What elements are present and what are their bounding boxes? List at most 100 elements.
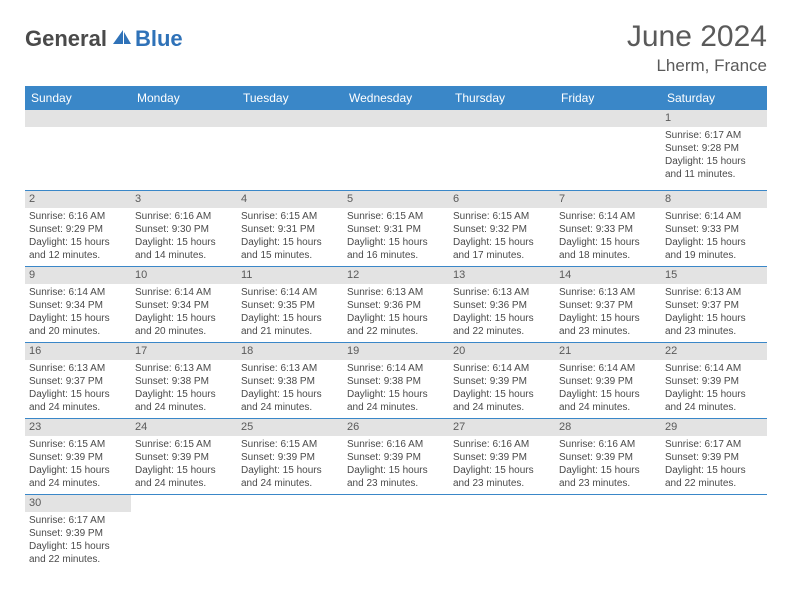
day-number: 10	[131, 267, 237, 284]
day-details: Sunrise: 6:16 AMSunset: 9:29 PMDaylight:…	[25, 208, 131, 264]
calendar-cell: 26Sunrise: 6:16 AMSunset: 9:39 PMDayligh…	[343, 418, 449, 494]
calendar-cell: 1Sunrise: 6:17 AMSunset: 9:28 PMDaylight…	[661, 110, 767, 190]
day-details: Sunrise: 6:14 AMSunset: 9:35 PMDaylight:…	[237, 284, 343, 340]
sunset-text: Sunset: 9:39 PM	[453, 451, 551, 464]
daylight-text: Daylight: 15 hours and 21 minutes.	[241, 312, 339, 338]
day-details: Sunrise: 6:14 AMSunset: 9:34 PMDaylight:…	[25, 284, 131, 340]
sunrise-text: Sunrise: 6:14 AM	[559, 210, 657, 223]
sunset-text: Sunset: 9:38 PM	[347, 375, 445, 388]
day-details: Sunrise: 6:13 AMSunset: 9:36 PMDaylight:…	[449, 284, 555, 340]
sunrise-text: Sunrise: 6:15 AM	[241, 210, 339, 223]
calendar-cell	[237, 494, 343, 570]
calendar-cell: 13Sunrise: 6:13 AMSunset: 9:36 PMDayligh…	[449, 266, 555, 342]
sunrise-text: Sunrise: 6:15 AM	[135, 438, 233, 451]
sunset-text: Sunset: 9:39 PM	[453, 375, 551, 388]
calendar-cell: 9Sunrise: 6:14 AMSunset: 9:34 PMDaylight…	[25, 266, 131, 342]
sunrise-text: Sunrise: 6:15 AM	[347, 210, 445, 223]
day-number: 7	[555, 191, 661, 208]
sunset-text: Sunset: 9:35 PM	[241, 299, 339, 312]
sunset-text: Sunset: 9:33 PM	[559, 223, 657, 236]
sunrise-text: Sunrise: 6:13 AM	[453, 286, 551, 299]
sunrise-text: Sunrise: 6:14 AM	[29, 286, 127, 299]
day-number: 4	[237, 191, 343, 208]
day-number: 9	[25, 267, 131, 284]
day-number: 13	[449, 267, 555, 284]
day-header: Saturday	[661, 86, 767, 110]
sunset-text: Sunset: 9:33 PM	[665, 223, 763, 236]
day-details: Sunrise: 6:16 AMSunset: 9:39 PMDaylight:…	[343, 436, 449, 492]
calendar-cell: 30Sunrise: 6:17 AMSunset: 9:39 PMDayligh…	[25, 494, 131, 570]
calendar-cell: 12Sunrise: 6:13 AMSunset: 9:36 PMDayligh…	[343, 266, 449, 342]
calendar-table: Sunday Monday Tuesday Wednesday Thursday…	[25, 86, 767, 570]
daylight-text: Daylight: 15 hours and 19 minutes.	[665, 236, 763, 262]
sunrise-text: Sunrise: 6:16 AM	[347, 438, 445, 451]
calendar-cell: 24Sunrise: 6:15 AMSunset: 9:39 PMDayligh…	[131, 418, 237, 494]
day-details: Sunrise: 6:13 AMSunset: 9:37 PMDaylight:…	[661, 284, 767, 340]
daylight-text: Daylight: 15 hours and 24 minutes.	[665, 388, 763, 414]
daylight-text: Daylight: 15 hours and 14 minutes.	[135, 236, 233, 262]
sunrise-text: Sunrise: 6:13 AM	[135, 362, 233, 375]
calendar-week-row: 30Sunrise: 6:17 AMSunset: 9:39 PMDayligh…	[25, 494, 767, 570]
day-header: Sunday	[25, 86, 131, 110]
day-number: 11	[237, 267, 343, 284]
day-details: Sunrise: 6:14 AMSunset: 9:34 PMDaylight:…	[131, 284, 237, 340]
calendar-cell	[131, 494, 237, 570]
title-block: June 2024 Lherm, France	[627, 20, 767, 76]
calendar-cell	[343, 110, 449, 190]
day-number: 6	[449, 191, 555, 208]
sunset-text: Sunset: 9:32 PM	[453, 223, 551, 236]
daylight-text: Daylight: 15 hours and 24 minutes.	[241, 464, 339, 490]
empty-day-bar	[343, 110, 449, 127]
sunrise-text: Sunrise: 6:16 AM	[559, 438, 657, 451]
empty-day-bar	[449, 110, 555, 127]
day-number: 16	[25, 343, 131, 360]
day-header-row: Sunday Monday Tuesday Wednesday Thursday…	[25, 86, 767, 110]
calendar-cell: 27Sunrise: 6:16 AMSunset: 9:39 PMDayligh…	[449, 418, 555, 494]
daylight-text: Daylight: 15 hours and 22 minutes.	[347, 312, 445, 338]
daylight-text: Daylight: 15 hours and 24 minutes.	[241, 388, 339, 414]
calendar-cell: 6Sunrise: 6:15 AMSunset: 9:32 PMDaylight…	[449, 190, 555, 266]
sunrise-text: Sunrise: 6:13 AM	[559, 286, 657, 299]
sunrise-text: Sunrise: 6:17 AM	[665, 129, 763, 142]
sunrise-text: Sunrise: 6:14 AM	[665, 362, 763, 375]
day-details: Sunrise: 6:13 AMSunset: 9:38 PMDaylight:…	[237, 360, 343, 416]
daylight-text: Daylight: 15 hours and 23 minutes.	[559, 312, 657, 338]
sunset-text: Sunset: 9:29 PM	[29, 223, 127, 236]
calendar-cell: 18Sunrise: 6:13 AMSunset: 9:38 PMDayligh…	[237, 342, 343, 418]
sunset-text: Sunset: 9:31 PM	[241, 223, 339, 236]
calendar-cell: 19Sunrise: 6:14 AMSunset: 9:38 PMDayligh…	[343, 342, 449, 418]
sunrise-text: Sunrise: 6:16 AM	[29, 210, 127, 223]
day-details: Sunrise: 6:15 AMSunset: 9:31 PMDaylight:…	[237, 208, 343, 264]
day-header: Tuesday	[237, 86, 343, 110]
sunset-text: Sunset: 9:39 PM	[559, 451, 657, 464]
sunset-text: Sunset: 9:39 PM	[29, 527, 127, 540]
daylight-text: Daylight: 15 hours and 22 minutes.	[29, 540, 127, 566]
calendar-cell: 3Sunrise: 6:16 AMSunset: 9:30 PMDaylight…	[131, 190, 237, 266]
empty-day-bar	[237, 110, 343, 127]
day-details: Sunrise: 6:15 AMSunset: 9:31 PMDaylight:…	[343, 208, 449, 264]
logo-sail-icon	[111, 28, 133, 51]
daylight-text: Daylight: 15 hours and 11 minutes.	[665, 155, 763, 181]
sunrise-text: Sunrise: 6:17 AM	[665, 438, 763, 451]
sunrise-text: Sunrise: 6:14 AM	[453, 362, 551, 375]
day-details: Sunrise: 6:14 AMSunset: 9:33 PMDaylight:…	[555, 208, 661, 264]
day-number: 30	[25, 495, 131, 512]
calendar-cell: 20Sunrise: 6:14 AMSunset: 9:39 PMDayligh…	[449, 342, 555, 418]
sunrise-text: Sunrise: 6:14 AM	[559, 362, 657, 375]
calendar-week-row: 1Sunrise: 6:17 AMSunset: 9:28 PMDaylight…	[25, 110, 767, 190]
calendar-cell: 25Sunrise: 6:15 AMSunset: 9:39 PMDayligh…	[237, 418, 343, 494]
calendar-week-row: 9Sunrise: 6:14 AMSunset: 9:34 PMDaylight…	[25, 266, 767, 342]
daylight-text: Daylight: 15 hours and 24 minutes.	[29, 464, 127, 490]
day-number: 22	[661, 343, 767, 360]
calendar-cell: 4Sunrise: 6:15 AMSunset: 9:31 PMDaylight…	[237, 190, 343, 266]
day-details: Sunrise: 6:15 AMSunset: 9:39 PMDaylight:…	[237, 436, 343, 492]
calendar-cell	[237, 110, 343, 190]
daylight-text: Daylight: 15 hours and 15 minutes.	[241, 236, 339, 262]
day-details: Sunrise: 6:13 AMSunset: 9:37 PMDaylight:…	[25, 360, 131, 416]
sunset-text: Sunset: 9:39 PM	[29, 451, 127, 464]
sunrise-text: Sunrise: 6:14 AM	[135, 286, 233, 299]
daylight-text: Daylight: 15 hours and 20 minutes.	[135, 312, 233, 338]
sunrise-text: Sunrise: 6:15 AM	[29, 438, 127, 451]
sunset-text: Sunset: 9:39 PM	[559, 375, 657, 388]
empty-day-bar	[131, 110, 237, 127]
